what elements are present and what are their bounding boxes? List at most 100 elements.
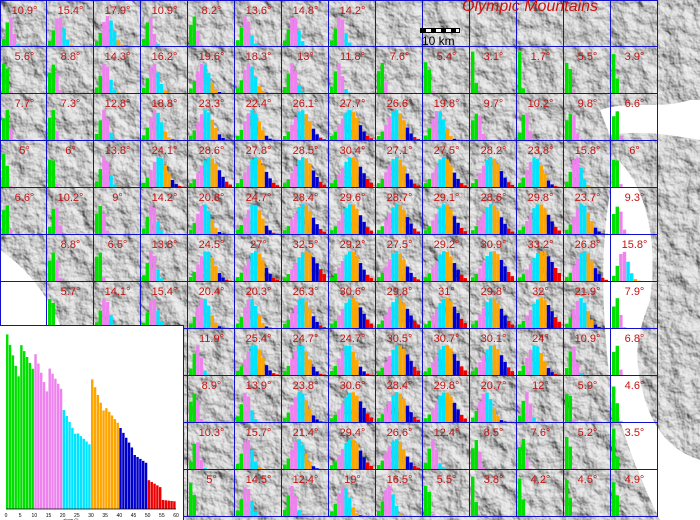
histogram-bar xyxy=(308,252,312,281)
histogram-bar xyxy=(445,129,449,140)
histogram-bar xyxy=(160,158,164,187)
histogram-bar xyxy=(431,220,435,234)
legend-axis-label: slope (°) xyxy=(64,517,80,520)
mean-slope-label: 24.7° xyxy=(339,333,366,345)
histogram-bar xyxy=(51,208,55,234)
histogram-bar xyxy=(261,164,265,187)
histogram-bar xyxy=(398,159,402,187)
histogram-bar xyxy=(243,16,247,46)
grid-cell-r7-c10: 30.1° xyxy=(470,329,517,376)
histogram-bar xyxy=(471,120,475,140)
histogram-bar xyxy=(113,89,117,93)
mean-slope-label: 29.1° xyxy=(433,192,460,204)
histogram-bar xyxy=(536,253,540,281)
grid-cell-r0-c8 xyxy=(376,0,423,47)
histogram-bar xyxy=(301,515,305,516)
histogram-bar xyxy=(257,86,261,93)
grid-cell-r7-c12: 10.9° xyxy=(564,329,611,376)
grid-cell-r1-c5: 18.3° xyxy=(235,47,282,94)
histogram-bar xyxy=(333,461,337,469)
histogram-bar xyxy=(492,408,496,422)
histogram-bar xyxy=(293,396,298,422)
legend-histogram-bar xyxy=(122,432,125,509)
histogram-bar xyxy=(344,207,348,234)
cell-slope-histogram xyxy=(48,252,66,281)
legend-histogram-bar xyxy=(37,363,40,509)
histogram-bar xyxy=(431,408,435,422)
histogram-bar xyxy=(568,68,572,93)
histogram-bar xyxy=(286,131,290,140)
cell-slope-histogram xyxy=(424,439,449,469)
grid-cell-r1-c7: 11.8° xyxy=(329,47,376,94)
histogram-bar xyxy=(268,138,272,140)
mean-slope-label: 28.5° xyxy=(292,145,319,157)
histogram-bar xyxy=(387,355,392,375)
histogram-bar xyxy=(481,133,486,140)
histogram-bar xyxy=(48,72,52,93)
histogram-bar xyxy=(178,186,182,187)
grid-cell-r3-c8: 27.1° xyxy=(376,141,423,188)
histogram-bar xyxy=(456,222,460,234)
histogram-bar xyxy=(333,414,337,422)
grid-cell-r8-c11: 12° xyxy=(517,376,564,423)
histogram-bar xyxy=(355,395,359,422)
cell-slope-histogram xyxy=(518,439,533,469)
cell-slope-histogram xyxy=(330,110,373,140)
histogram-bar xyxy=(395,298,399,328)
histogram-bar xyxy=(243,441,247,469)
histogram-bar xyxy=(489,251,493,281)
histogram-bar xyxy=(304,205,308,234)
histogram-bar xyxy=(492,251,496,281)
histogram-bar xyxy=(210,220,214,234)
histogram-bar xyxy=(485,302,489,328)
histogram-bar xyxy=(189,482,193,516)
histogram-bar xyxy=(120,44,124,46)
histogram-bar xyxy=(496,210,500,234)
histogram-bar xyxy=(377,324,381,328)
histogram-bar xyxy=(471,230,475,234)
histogram-bar xyxy=(536,204,540,234)
histogram-bar xyxy=(380,63,384,93)
histogram-bar xyxy=(431,267,435,281)
legend-histogram-bar xyxy=(23,351,26,509)
histogram-bar xyxy=(290,404,294,422)
histogram-bar xyxy=(438,159,442,187)
grid-cell-r1-c4: 19.6° xyxy=(188,47,235,94)
histogram-bar xyxy=(377,371,381,375)
mean-slope-label: 30.6° xyxy=(339,286,366,298)
cell-slope-histogram xyxy=(330,251,373,281)
mean-slope-label: 30.5° xyxy=(386,333,413,345)
cell-slope-histogram xyxy=(471,113,493,140)
grid-cell-r3-c4: 28.6° xyxy=(188,141,235,188)
histogram-bar xyxy=(333,320,337,328)
cell-slope-histogram xyxy=(565,157,598,187)
cell-slope-histogram xyxy=(424,298,467,328)
histogram-bar xyxy=(250,345,254,375)
histogram-bar xyxy=(449,396,453,422)
histogram-bar xyxy=(377,136,381,140)
histogram-bar xyxy=(413,466,417,469)
histogram-bar xyxy=(243,359,247,375)
legend-histogram-bar xyxy=(153,483,156,509)
histogram-bar xyxy=(246,396,251,422)
histogram-bar xyxy=(601,233,605,234)
grid-cell-r10-c12: 4.5° xyxy=(564,470,611,517)
mean-slope-label: 31° xyxy=(438,286,455,298)
histogram-bar xyxy=(434,449,439,469)
histogram-bar xyxy=(615,495,619,516)
histogram-bar xyxy=(583,205,587,234)
histogram-bar xyxy=(463,231,467,234)
mean-slope-label: 26.8° xyxy=(574,239,601,251)
mean-slope-label: 26.3° xyxy=(292,286,319,298)
histogram-bar xyxy=(496,302,500,328)
histogram-bar xyxy=(405,405,410,422)
histogram-bar xyxy=(55,73,59,93)
histogram-bar xyxy=(528,214,533,234)
histogram-bar xyxy=(565,479,569,516)
histogram-bar xyxy=(109,79,113,93)
cell-slope-histogram xyxy=(95,110,120,140)
legend-tick-label: 30 xyxy=(88,513,94,519)
legend-histogram-bar xyxy=(144,462,148,509)
histogram-bar xyxy=(102,110,106,140)
